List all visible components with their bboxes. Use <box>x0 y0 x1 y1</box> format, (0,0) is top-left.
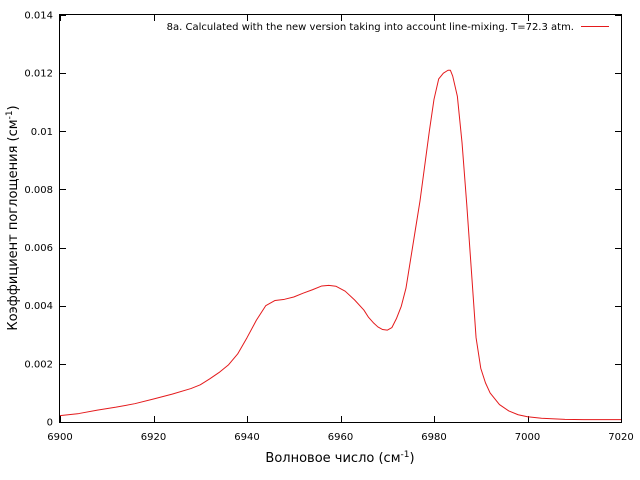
x-axis-label-end: ) <box>409 451 414 466</box>
y-axis-label-end: ) <box>6 105 21 110</box>
y-tick-label: 0.01 <box>31 127 53 138</box>
x-tick-label: 7000 <box>515 432 540 443</box>
y-axis-ticks: 0 0.002 0.004 0.006 0.008 0.01 0.012 0.014 <box>24 11 621 429</box>
x-axis-label-main: Волновое число (см <box>265 451 400 466</box>
y-axis-label-main: Коэффициент поглощения (см <box>6 119 21 330</box>
x-axis-ticks: 6900 6920 6940 6960 6980 7000 7020 <box>47 15 634 443</box>
y-axis-label-superscript: -1 <box>5 110 15 119</box>
x-tick-label: 6940 <box>234 432 259 443</box>
legend-label: 8a. Calculated with the new version taki… <box>167 22 574 33</box>
y-tick-label: 0.008 <box>24 185 53 196</box>
plot-frame <box>59 14 622 423</box>
x-tick-label: 6900 <box>47 432 72 443</box>
y-tick-label: 0.004 <box>24 301 53 312</box>
y-tick-label: 0.012 <box>24 69 53 80</box>
y-tick-label: 0 <box>47 418 53 429</box>
x-tick-label: 7020 <box>608 432 633 443</box>
y-axis-label: Коэффициент поглощения (см-1) <box>5 105 21 330</box>
series-line <box>59 69 621 421</box>
x-tick-label: 6980 <box>421 432 446 443</box>
y-tick-label: 0.006 <box>24 243 53 254</box>
y-tick-label: 0.002 <box>24 359 53 370</box>
x-axis-label-superscript: -1 <box>401 450 410 460</box>
x-axis-label: Волновое число (см-1) <box>265 450 414 466</box>
x-tick-label: 6960 <box>328 432 353 443</box>
y-tick-label: 0.014 <box>24 11 53 22</box>
x-tick-label: 6920 <box>141 432 166 443</box>
